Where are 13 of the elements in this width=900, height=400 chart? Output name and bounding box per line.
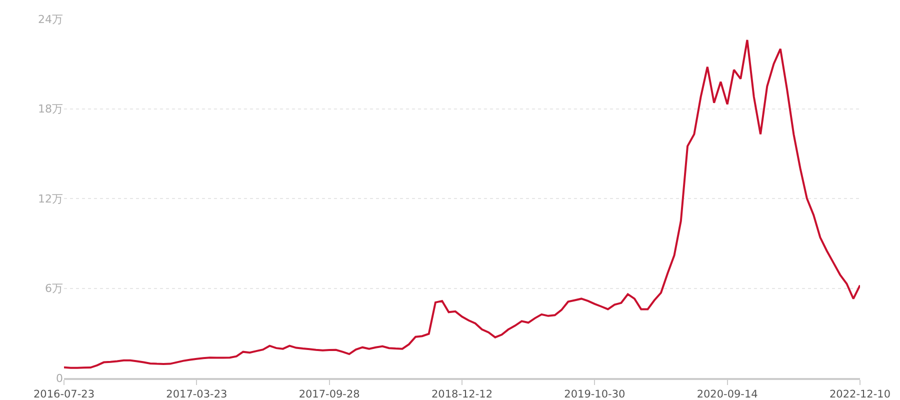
x-tick-label: 2018-12-12 (431, 388, 493, 400)
x-tick-label: 2022-12-10 (829, 388, 891, 400)
y-tick-label: 6万 (45, 282, 63, 296)
x-tick-label: 2020-09-14 (696, 388, 758, 400)
y-tick-label: 18万 (38, 102, 63, 116)
x-tick-label: 2017-03-23 (166, 388, 228, 400)
x-tick-label: 2016-07-23 (33, 388, 95, 400)
x-tick-label: 2017-09-28 (298, 388, 360, 400)
x-tick-label: 2019-10-30 (564, 388, 626, 400)
y-tick-label: 12万 (38, 192, 63, 206)
line-series (64, 38, 860, 369)
y-tick-label: 0 (56, 372, 63, 385)
y-tick-label: 24万 (38, 12, 63, 26)
